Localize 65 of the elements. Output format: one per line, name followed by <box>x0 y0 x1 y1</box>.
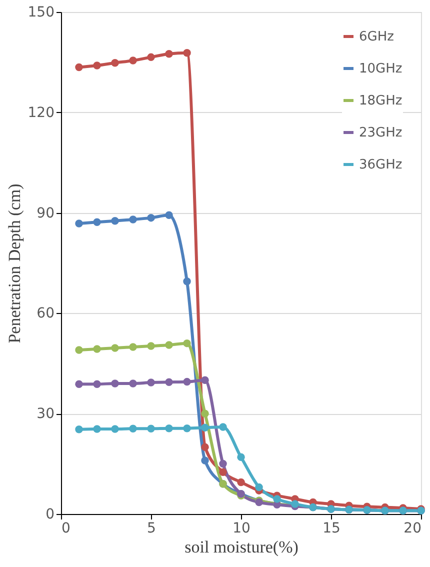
x-tick-label: 15 <box>322 520 340 536</box>
point <box>129 343 137 351</box>
point <box>219 468 227 476</box>
point <box>273 495 281 503</box>
point <box>93 345 101 353</box>
point <box>147 424 155 433</box>
x-tick-label: 20 <box>404 520 422 536</box>
point <box>147 214 155 222</box>
point <box>93 380 101 388</box>
point <box>129 424 137 433</box>
point <box>201 424 209 432</box>
point <box>201 443 209 451</box>
y-tick-label: 150 <box>28 4 54 20</box>
point <box>111 59 119 67</box>
legend-label: 6GHz <box>359 30 394 44</box>
point <box>219 423 227 431</box>
point <box>183 378 191 386</box>
point <box>75 63 83 72</box>
point <box>183 424 191 432</box>
y-tick-label: 120 <box>28 104 54 121</box>
legend-label: 18GHz <box>359 94 402 108</box>
point <box>255 483 263 492</box>
point <box>111 380 119 388</box>
point <box>219 460 227 468</box>
point <box>183 48 191 57</box>
x-tick-label: 0 <box>62 520 70 536</box>
x-tick-label: 5 <box>147 520 156 536</box>
point <box>111 216 119 225</box>
point <box>201 456 209 464</box>
point <box>129 56 137 64</box>
point <box>147 342 155 350</box>
y-axis-title: Penetration Depth (cm) <box>4 184 24 344</box>
point <box>237 478 245 486</box>
y-tick-label: 60 <box>36 306 54 322</box>
y-tick-label: 30 <box>36 406 54 422</box>
point <box>165 50 173 58</box>
point <box>165 211 173 220</box>
x-tick-label: 10 <box>232 520 250 536</box>
x-axis-title: soil moisture(%) <box>184 538 298 556</box>
point <box>183 339 191 348</box>
legend-label: 10GHz <box>359 62 402 76</box>
point <box>147 53 155 62</box>
y-tick-label: 90 <box>36 205 54 222</box>
point <box>237 453 245 461</box>
point <box>111 344 119 352</box>
point <box>129 380 137 388</box>
point <box>201 410 209 418</box>
legend-label: 36GHz <box>359 158 402 172</box>
point <box>93 218 101 226</box>
point <box>183 278 191 286</box>
point <box>165 341 173 349</box>
point <box>201 376 209 384</box>
point <box>129 216 137 224</box>
point <box>93 425 101 433</box>
legend-label: 23GHz <box>359 126 402 140</box>
point <box>165 424 173 432</box>
y-tick-label: 0 <box>46 506 54 522</box>
point <box>75 380 83 388</box>
point <box>147 378 155 386</box>
point <box>75 346 83 354</box>
point <box>75 220 83 228</box>
point <box>93 62 101 70</box>
point <box>165 378 173 386</box>
point <box>111 425 119 433</box>
point <box>75 425 83 434</box>
